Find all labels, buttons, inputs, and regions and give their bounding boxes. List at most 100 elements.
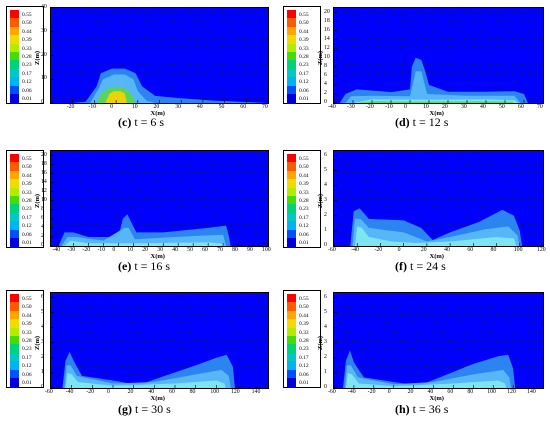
velocity-vector [210, 197, 217, 199]
velocity-vector [351, 297, 358, 299]
velocity-vector [85, 171, 92, 173]
legend-swatch [287, 294, 296, 304]
velocity-vector [60, 28, 67, 30]
legend-swatch [287, 94, 296, 104]
y-tick-label: 4 [324, 181, 327, 188]
velocity-vector [367, 365, 374, 367]
plume-core [354, 226, 517, 246]
velocity-vector [495, 206, 502, 208]
velocity-vector [334, 63, 342, 65]
velocity-vector [359, 198, 366, 200]
velocity-vector [68, 305, 75, 307]
velocity-vector [210, 80, 217, 82]
velocity-vector [127, 63, 134, 65]
velocity-vector [127, 366, 134, 368]
legend-swatch [10, 212, 19, 223]
velocity-vector [143, 63, 151, 65]
velocity-vector [447, 37, 454, 40]
velocity-vector [110, 20, 117, 22]
velocity-vector [52, 29, 59, 31]
legend-label: 0.55 [299, 156, 309, 162]
x-axis-label: X(m) [150, 253, 165, 260]
velocity-vector [135, 305, 142, 307]
velocity-vector [495, 155, 502, 157]
velocity-vector [252, 296, 259, 298]
velocity-vector [519, 12, 526, 14]
velocity-vector [447, 189, 454, 191]
velocity-vector [519, 382, 526, 384]
velocity-vector [351, 155, 358, 157]
legend-label: 0.23 [22, 206, 32, 213]
velocity-vector [334, 296, 342, 298]
legend-label: 0.12 [299, 363, 309, 370]
legend-label: 0.33 [299, 189, 309, 196]
velocity-vector [527, 366, 534, 368]
velocity-vector [227, 340, 234, 342]
legend-swatch [10, 179, 19, 190]
velocity-vector [503, 11, 510, 13]
legend-swatch [10, 170, 19, 181]
velocity-vector [252, 224, 259, 226]
velocity-vector [219, 189, 226, 191]
velocity-vector [535, 189, 543, 191]
velocity-vector [343, 223, 350, 225]
velocity-vector [471, 180, 478, 183]
velocity-vector [431, 206, 438, 208]
velocity-vector [177, 314, 184, 316]
velocity-vector [185, 80, 192, 82]
velocity-vector [118, 180, 125, 183]
velocity-vector [60, 98, 67, 100]
velocity-vector [375, 63, 382, 65]
velocity-vector [68, 12, 75, 14]
legend-label: 0.44 [22, 312, 32, 319]
velocity-vector [471, 305, 478, 307]
velocity-vector [423, 46, 430, 48]
velocity-vector [177, 366, 184, 368]
y-tick-label: 16 [324, 26, 330, 33]
velocity-vector [219, 89, 226, 91]
velocity-vector [260, 98, 267, 100]
legend-label: 0.39 [299, 321, 309, 328]
velocity-vector [202, 89, 209, 91]
velocity-vector [93, 331, 100, 333]
legend-swatch [10, 18, 19, 29]
velocity-vector [143, 206, 151, 208]
velocity-vector [399, 12, 406, 14]
velocity-vector [227, 11, 234, 13]
x-tick-label: 10 [127, 247, 134, 253]
velocity-vector [383, 206, 390, 208]
velocity-vector [118, 189, 125, 191]
velocity-vector [519, 20, 526, 22]
velocity-vector [260, 54, 267, 56]
velocity-vector [423, 297, 430, 299]
velocity-vector [185, 357, 192, 359]
velocity-vector [85, 313, 92, 315]
plume-canvas [51, 8, 268, 103]
velocity-vector [143, 180, 151, 183]
legend-label: 0.23 [22, 346, 32, 353]
velocity-vector [110, 331, 117, 333]
velocity-vector [375, 206, 382, 208]
legend-swatch [287, 35, 296, 46]
velocity-vector [118, 356, 125, 359]
velocity-vector [495, 37, 502, 40]
x-tick-label: -10 [385, 104, 393, 110]
velocity-vector [471, 89, 478, 91]
x-tick-label: -60 [328, 247, 336, 253]
velocity-vector [235, 28, 242, 30]
legend-swatch [287, 43, 296, 54]
velocity-vector [415, 189, 422, 191]
velocity-vector [334, 154, 342, 156]
velocity-vector [194, 63, 201, 65]
velocity-vector [431, 348, 438, 350]
velocity-vector [359, 322, 366, 324]
velocity-vector [102, 340, 109, 342]
velocity-vector [244, 240, 251, 242]
velocity-vector [495, 163, 502, 165]
velocity-vector [439, 223, 446, 225]
velocity-vector [110, 54, 117, 56]
x-tick-label: 50 [218, 104, 225, 110]
legend-swatch [287, 310, 296, 321]
y-tick-label: 0 [41, 99, 44, 105]
velocity-vector [415, 339, 422, 341]
